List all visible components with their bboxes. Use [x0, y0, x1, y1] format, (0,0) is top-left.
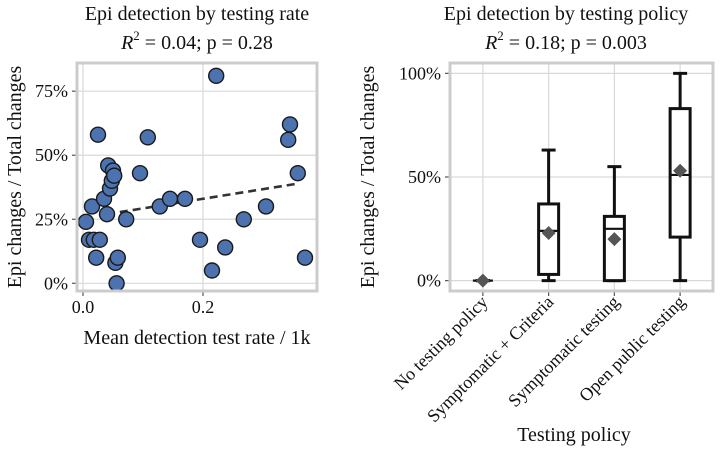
scatter-point	[83, 198, 101, 215]
left-subtitle-sup: 2	[133, 28, 140, 43]
left-y-tick-label: 50%	[35, 145, 68, 165]
scatter-point	[91, 231, 109, 248]
right-y-tick-label: 100%	[399, 63, 441, 83]
scatter-point	[203, 262, 221, 279]
box-mean-marker	[541, 225, 556, 240]
right-chart-subtitle: R2 = 0.18; p = 0.003	[484, 28, 647, 54]
left-data-marks	[77, 67, 314, 292]
scatter-point	[280, 131, 297, 149]
scatter-point	[207, 67, 225, 85]
scatter-point	[176, 190, 194, 207]
box-mean-marker	[607, 232, 622, 247]
scatter-point	[109, 249, 127, 266]
left-chart-subtitle: R2 = 0.04; p = 0.28	[120, 28, 273, 54]
left-subtitle-rest: = 0.04; p = 0.28	[140, 32, 273, 54]
scatter-point	[131, 164, 149, 182]
scatter-point	[89, 126, 107, 143]
left-y-tick-label: 25%	[35, 209, 68, 229]
scatter-point	[296, 249, 314, 266]
scatter-point	[161, 190, 179, 207]
right-y-axis-label: Epi changes / Total changes	[357, 65, 379, 288]
box-mean-marker	[673, 163, 688, 178]
scatter-point	[289, 164, 306, 182]
left-x-axis-label: Mean detection test rate / 1k	[83, 327, 310, 349]
left-tick-labels: 0.0 0.2 0% 25% 50% 75%	[35, 81, 214, 317]
scatter-point	[87, 249, 105, 266]
right-x-axis-label: Testing policy	[517, 424, 631, 446]
scatter-point	[98, 205, 116, 223]
scatter-point	[257, 198, 275, 215]
scatter-point	[77, 213, 95, 231]
left-plot-frame	[75, 61, 319, 293]
right-subtitle-sup: 2	[497, 28, 504, 43]
right-chart-title: Epi detection by testing policy	[444, 3, 688, 25]
box-body	[602, 214, 626, 283]
scatter-point	[235, 211, 253, 228]
left-chart-title: Epi detection by testing rate	[85, 3, 309, 25]
right-tick-labels: 0% 50% 100%	[399, 63, 681, 296]
left-x-tick-label: 0.0	[72, 297, 95, 317]
left-y-tick-label: 75%	[35, 81, 68, 101]
left-subtitle-r: R	[120, 32, 133, 54]
left-y-tick-label: 0%	[44, 273, 68, 293]
left-y-axis-label: Epi changes / Total changes	[4, 65, 26, 288]
box-mean-marker	[475, 273, 490, 288]
right-chart: Epi detection by testing policy R2 = 0.1…	[357, 3, 715, 446]
scatter-point	[281, 116, 299, 133]
scatter-point	[117, 211, 135, 228]
left-chart: Epi detection by testing rate R2 = 0.04;…	[4, 3, 319, 349]
right-subtitle-r: R	[484, 32, 497, 54]
trend-line	[106, 182, 300, 216]
scatter-point	[216, 239, 234, 256]
scatter-point	[108, 275, 125, 292]
scatter-point	[139, 129, 157, 146]
right-y-tick-label: 50%	[408, 167, 441, 187]
scatter-point	[105, 167, 123, 184]
right-subtitle-rest: = 0.18; p = 0.003	[504, 32, 647, 54]
right-y-tick-label: 0%	[417, 271, 441, 291]
scatter-point	[191, 231, 209, 248]
right-plot-frame	[448, 61, 715, 293]
right-category-label: Symptomatic testing	[504, 292, 623, 411]
right-category-label: Symptomatic + Criteria	[423, 292, 557, 426]
left-x-tick-label: 0.2	[192, 297, 215, 317]
right-data-marks	[472, 71, 692, 288]
